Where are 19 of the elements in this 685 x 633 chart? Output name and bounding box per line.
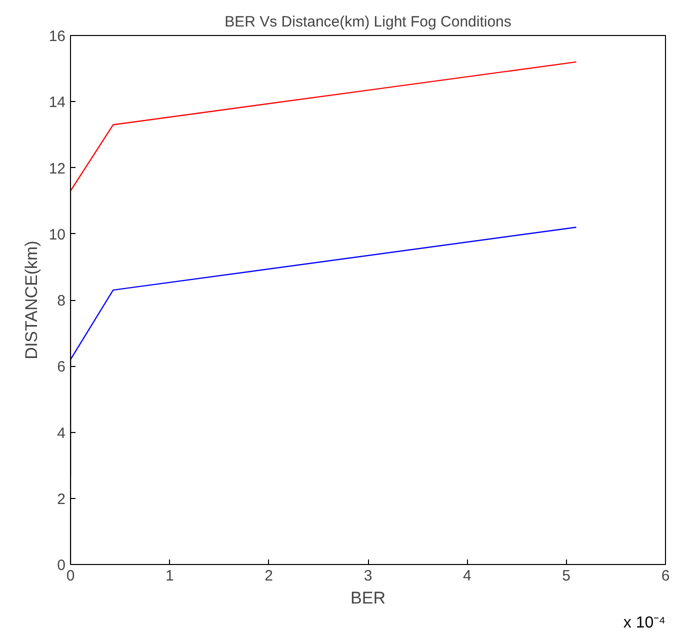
chart-title: BER Vs Distance(km) Light Fog Conditions (224, 14, 512, 30)
x-tick-label: 3 (364, 568, 372, 584)
x-axis-title: BER (350, 588, 386, 608)
y-axis-title: DISTANCE(km) (22, 240, 41, 360)
y-tick-label: 16 (48, 28, 66, 45)
x-tick-label: 2 (264, 568, 274, 584)
y-tick-label: 8 (57, 292, 66, 310)
y-tick-label: 14 (48, 94, 66, 112)
y-tick-label: 0 (57, 557, 66, 574)
text: x 10⁻⁴ (623, 614, 666, 632)
y-tick-label: 12 (48, 160, 66, 178)
x-tick-label: 4 (462, 568, 472, 584)
y-tick-label: 4 (57, 424, 66, 442)
y-tick-label: 6 (57, 358, 66, 376)
y-tick-label: 10 (48, 226, 66, 244)
x-tick-label: 5 (562, 568, 571, 584)
y-tick-label: 2 (57, 490, 66, 508)
x-tick-label: 1 (165, 568, 174, 584)
x-tick-label: 6 (661, 568, 670, 584)
